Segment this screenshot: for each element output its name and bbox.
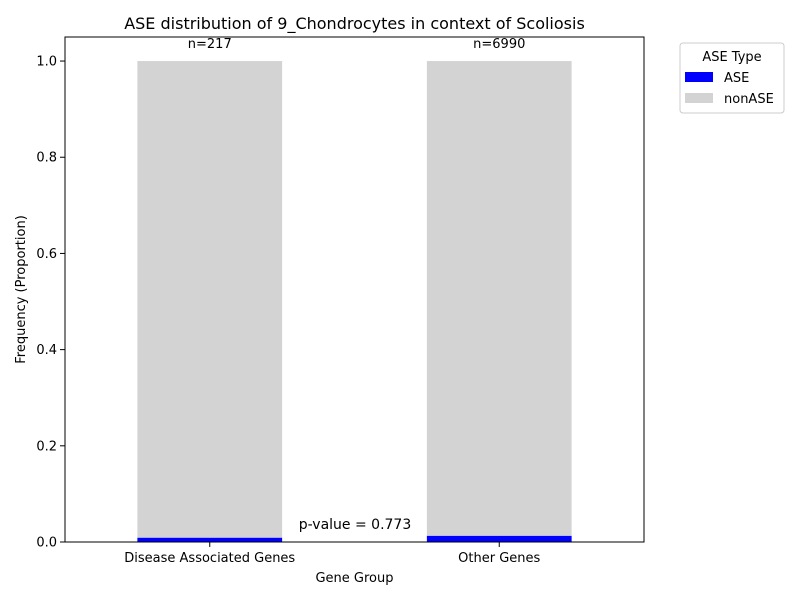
x-tick-label-0: Disease Associated Genes <box>124 551 295 566</box>
bar-ase-0 <box>137 537 283 542</box>
y-tick-label-3: 0.6 <box>36 247 57 262</box>
legend: ASE Type ASE nonASE <box>679 42 785 114</box>
legend-title: ASE Type <box>702 50 761 65</box>
y-tick-label-5: 1.0 <box>36 55 57 70</box>
bar-nonase-0 <box>137 61 283 538</box>
y-tick-label-1: 0.2 <box>36 439 57 454</box>
bar-annotations: n=217 n=6990 <box>188 37 526 52</box>
legend-label-ase: ASE <box>724 71 749 86</box>
chart-title: ASE distribution of 9_Chondrocytes in co… <box>124 14 585 34</box>
p-value-annotation: p-value = 0.773 <box>299 517 412 533</box>
bar-annotation-0: n=217 <box>188 37 232 52</box>
y-tick-label-4: 0.8 <box>36 151 57 166</box>
bars <box>137 61 572 542</box>
plot-frame <box>64 36 645 543</box>
y-tick-label-2: 0.4 <box>36 343 57 358</box>
y-axis: 0.0 0.2 0.4 0.6 0.8 1.0 <box>36 55 65 551</box>
legend-swatch-nonase <box>685 93 713 103</box>
legend-swatch-ase <box>685 72 713 82</box>
x-axis: Disease Associated Genes Other Genes <box>124 542 541 566</box>
y-axis-label: Frequency (Proportion) <box>14 215 29 364</box>
x-axis-label: Gene Group <box>315 571 393 586</box>
y-tick-label-0: 0.0 <box>36 536 57 551</box>
bar-annotation-1: n=6990 <box>473 37 525 52</box>
bar-nonase-1 <box>426 61 572 536</box>
bar-ase-1 <box>426 535 572 542</box>
legend-label-nonase: nonASE <box>724 92 774 107</box>
x-tick-label-1: Other Genes <box>458 551 540 566</box>
